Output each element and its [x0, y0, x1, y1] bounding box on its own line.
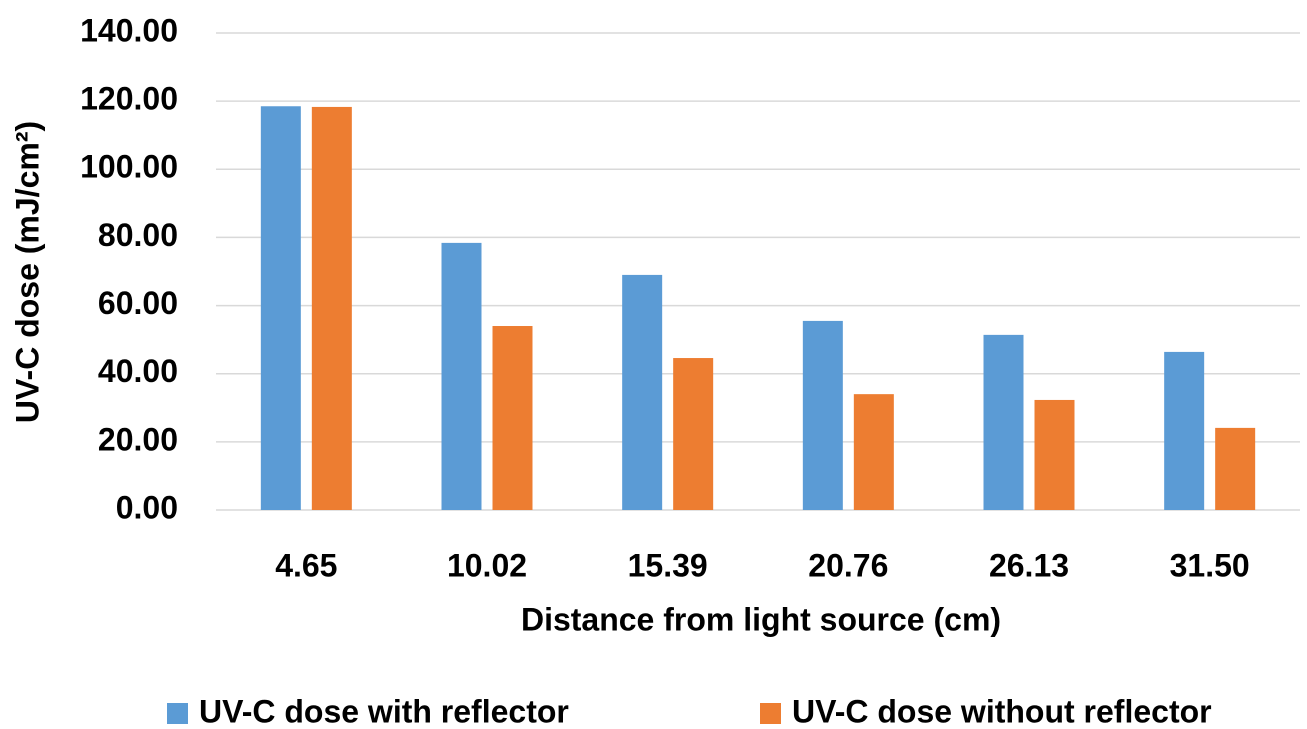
bar [260, 106, 301, 510]
legend-label: UV-C dose with reflector [199, 693, 569, 729]
bar [622, 274, 663, 510]
y-tick-label: 140.00 [80, 12, 178, 48]
bar [802, 320, 843, 510]
bar [492, 326, 533, 510]
y-tick-label: 120.00 [80, 81, 178, 117]
x-axis-title: Distance from light source (cm) [521, 601, 1001, 637]
bar [673, 358, 714, 510]
legend-label: UV-C dose without reflector [792, 693, 1212, 729]
y-tick-label: 60.00 [98, 285, 178, 321]
bar [983, 334, 1024, 510]
y-tick-label: 100.00 [80, 149, 178, 185]
legend-swatch [167, 703, 188, 724]
bar [311, 106, 352, 510]
legend-swatch [760, 703, 781, 724]
x-tick-label: 15.39 [628, 547, 708, 583]
y-tick-label: 20.00 [98, 421, 178, 457]
x-tick-label: 4.65 [275, 547, 337, 583]
y-tick-label: 80.00 [98, 217, 178, 253]
y-tick-label: 40.00 [98, 353, 178, 389]
y-tick-label: 0.00 [116, 489, 178, 525]
x-tick-label: 26.13 [989, 547, 1069, 583]
y-axis-title: UV-C dose (mJ/cm²) [9, 121, 45, 423]
bar [1215, 427, 1256, 510]
bar [441, 242, 482, 510]
x-tick-label: 20.76 [808, 547, 888, 583]
x-tick-label: 31.50 [1170, 547, 1250, 583]
bar [1164, 351, 1205, 510]
bar [853, 394, 894, 510]
bar [1034, 399, 1075, 510]
x-tick-label: 10.02 [447, 547, 527, 583]
